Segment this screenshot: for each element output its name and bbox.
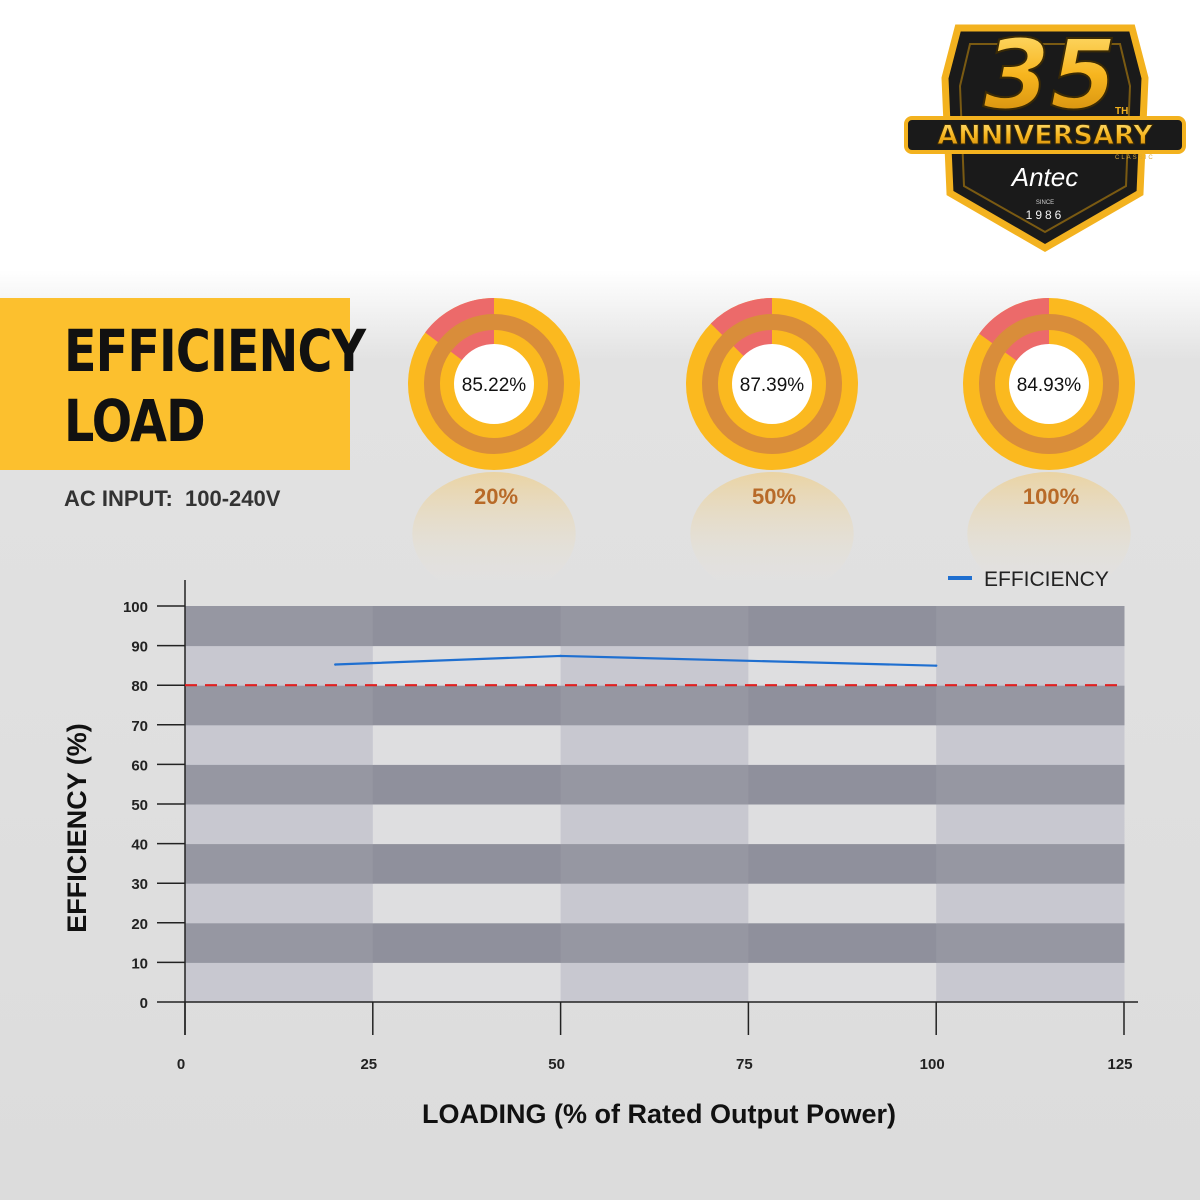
grid-band	[748, 724, 937, 765]
grid-band	[185, 764, 374, 805]
x-axis-title: LOADING (% of Rated Output Power)	[422, 1099, 896, 1129]
efficiency-point	[334, 663, 337, 666]
grid-band	[936, 804, 1125, 845]
grid-band	[936, 685, 1125, 726]
y-tick-label: 0	[140, 995, 148, 1012]
badge-classic: CLASSIC	[1115, 155, 1155, 161]
grid-band	[560, 922, 749, 963]
x-tick-label: 75	[736, 1056, 753, 1073]
x-tick-label: 50	[548, 1056, 565, 1073]
grid-band	[372, 606, 562, 647]
y-tick-label: 100	[123, 599, 148, 616]
grid-band	[748, 843, 937, 884]
grid-band	[185, 843, 374, 884]
grid-band	[560, 883, 749, 924]
badge-anniversary: ANNIVERSARY	[937, 120, 1153, 151]
grid-band	[185, 922, 374, 963]
y-tick-label: 80	[131, 678, 148, 695]
badge-year: 1986	[1026, 208, 1065, 222]
y-tick-label: 70	[131, 718, 148, 735]
grid-band	[560, 764, 749, 805]
ac-input-label: AC INPUT: 100-240V	[64, 486, 281, 511]
page-title-line2: LOAD	[64, 387, 206, 455]
grid-band	[936, 962, 1125, 1003]
grid-band	[748, 606, 937, 647]
grid-band	[560, 606, 749, 647]
grid-band	[560, 843, 749, 884]
grid-band	[185, 724, 374, 765]
page-title-line1: EFFICIENCY	[64, 317, 366, 385]
grid-band	[936, 883, 1125, 924]
grid-band	[372, 645, 562, 686]
grid-band	[372, 883, 562, 924]
efficiency-point	[559, 654, 562, 658]
grid-band	[748, 883, 937, 924]
grid-band	[748, 804, 937, 845]
anniversary-badge-logo: 35 TH ANNIVERSARY CLASSIC Antec SINCE 19…	[904, 18, 1186, 253]
grid-band	[372, 724, 562, 765]
grid-band	[185, 883, 374, 924]
y-tick-label: 40	[131, 837, 148, 854]
grid-band	[372, 685, 562, 726]
grid-band	[372, 764, 562, 805]
grid-band	[372, 922, 562, 963]
y-tick-label: 60	[131, 757, 148, 774]
grid-band	[560, 645, 749, 686]
y-tick-label: 90	[131, 639, 148, 656]
grid-band	[748, 685, 937, 726]
grid-band	[748, 922, 937, 963]
y-tick-label: 10	[131, 955, 148, 972]
grid-band	[748, 962, 937, 1003]
x-tick-label: 25	[360, 1056, 377, 1073]
grid-band	[372, 962, 562, 1003]
y-tick-label: 30	[131, 876, 148, 893]
grid-band	[936, 606, 1125, 647]
grid-band	[372, 804, 562, 845]
x-tick-label: 100	[920, 1056, 945, 1073]
y-axis-title: EFFICIENCY (%)	[62, 723, 92, 933]
grid-band	[936, 645, 1125, 686]
grid-band	[560, 685, 749, 726]
title-banner	[0, 298, 350, 470]
grid-band	[185, 645, 374, 686]
grid-band	[936, 843, 1125, 884]
grid-band	[936, 724, 1125, 765]
badge-ordinal: TH	[1115, 106, 1128, 117]
grid-band	[936, 764, 1125, 805]
y-tick-label: 20	[131, 916, 148, 933]
badge-since: SINCE	[1036, 200, 1054, 206]
badge-brand: Antec	[1010, 162, 1079, 192]
grid-band	[185, 962, 374, 1003]
grid-band	[185, 685, 374, 726]
legend-label: EFFICIENCY	[984, 568, 1109, 591]
x-tick-label: 0	[177, 1056, 185, 1073]
grid-band	[185, 606, 374, 647]
grid-band	[372, 843, 562, 884]
x-tick-label: 125	[1107, 1056, 1132, 1073]
grid-band	[560, 962, 749, 1003]
grid-band	[560, 804, 749, 845]
efficiency-point	[935, 664, 938, 667]
grid-band	[936, 922, 1125, 963]
y-tick-label: 50	[131, 797, 148, 814]
badge-number: 35	[983, 19, 1117, 131]
grid-band	[560, 724, 749, 765]
grid-band	[748, 764, 937, 805]
grid-band	[185, 804, 374, 845]
